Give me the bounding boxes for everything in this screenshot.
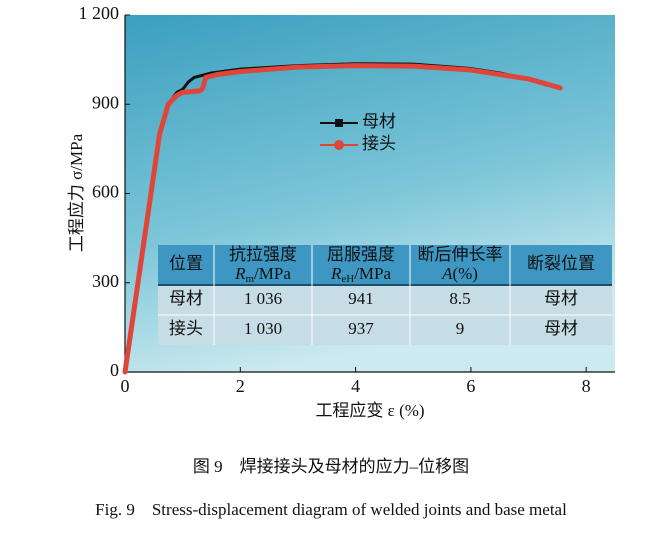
x-tick-label: 4 — [351, 376, 360, 396]
table-unit: (%) — [452, 264, 477, 283]
y-tick-label: 1 200 — [79, 3, 120, 23]
table-symbol: R — [234, 264, 246, 283]
y-tick-label: 300 — [92, 271, 119, 291]
x-tick-label: 8 — [582, 376, 591, 396]
table-header-unit: A(%) — [441, 264, 478, 283]
table-header-bg — [158, 245, 612, 285]
y-tick-label: 600 — [92, 182, 119, 202]
caption-cn: 图 9 焊接接头及母材的应力–位移图 — [193, 457, 469, 476]
table-unit: /MPa — [254, 264, 291, 283]
table-cell: 母材 — [544, 289, 578, 308]
legend-marker — [334, 140, 344, 150]
table-cell: 母材 — [544, 319, 578, 338]
table-header-unit: ReH/MPa — [330, 264, 392, 285]
legend-marker — [335, 119, 343, 127]
legend-label: 母材 — [362, 112, 396, 131]
y-axis-label: 工程应力 σ/MPa — [67, 133, 86, 252]
table-subscript: eH — [341, 273, 354, 285]
table-cell: 8.5 — [449, 289, 470, 308]
table-cell: 母材 — [169, 289, 203, 308]
table-symbol: A — [441, 264, 453, 283]
table-cell: 9 — [456, 319, 465, 338]
x-tick-label: 2 — [236, 376, 245, 396]
x-tick-label: 0 — [121, 376, 130, 396]
series-line — [122, 63, 563, 375]
legend-label: 接头 — [362, 134, 396, 153]
table-header: 断后伸长率 — [418, 245, 503, 264]
table-header: 位置 — [169, 254, 203, 273]
y-tick-label: 900 — [92, 92, 119, 112]
table-subscript: m — [245, 273, 254, 285]
table-cell: 1 036 — [244, 289, 282, 308]
y-tick-label: 0 — [110, 360, 119, 380]
table-header: 抗拉强度 — [229, 245, 297, 264]
caption-en: Fig. 9 Stress-displacement diagram of we… — [95, 500, 567, 519]
table-cell: 941 — [348, 289, 374, 308]
table-symbol: R — [330, 264, 342, 283]
table-header: 断裂位置 — [527, 254, 595, 273]
table-header: 屈服强度 — [327, 245, 395, 264]
x-axis-label: 工程应变 ε (%) — [315, 401, 424, 420]
table-cell: 接头 — [169, 319, 203, 338]
table-header-unit: Rm/MPa — [234, 264, 291, 285]
table-unit: /MPa — [354, 264, 391, 283]
x-tick-label: 6 — [466, 376, 475, 396]
table-cell: 937 — [348, 319, 374, 338]
table-cell: 1 030 — [244, 319, 282, 338]
